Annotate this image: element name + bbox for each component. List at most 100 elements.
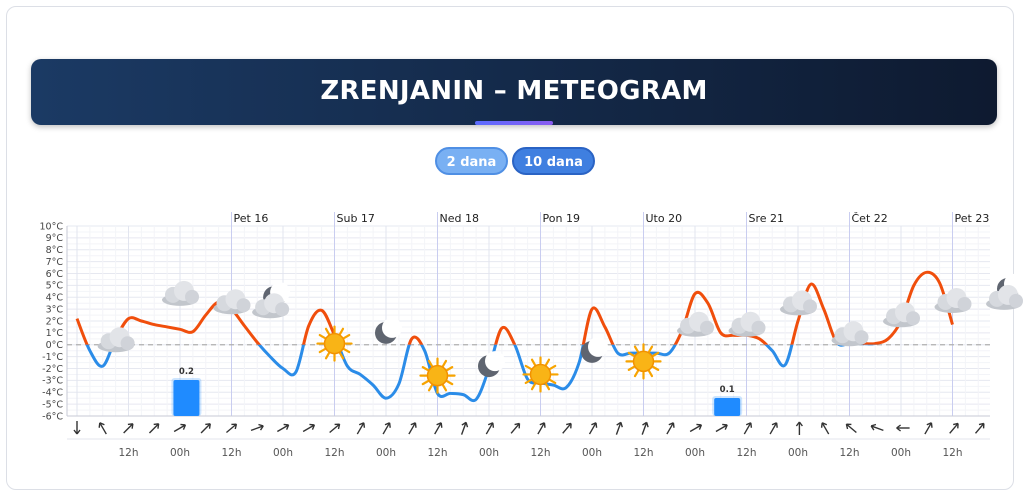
wind-arrow-icon [562, 422, 572, 434]
y-tick-label: -2°C [42, 364, 63, 375]
toggle-2-days-button[interactable]: 2 dana [435, 147, 508, 175]
y-tick-label: 2°C [46, 316, 64, 327]
toggle-10-days-button[interactable]: 10 dana [512, 147, 595, 175]
wind-arrow-icon [73, 421, 81, 435]
wind-arrow-icon [173, 423, 187, 433]
hour-label: 00h [273, 447, 293, 459]
wind-arrow-icon [715, 423, 728, 433]
wind-arrow-icon [974, 422, 985, 434]
cloud-icon [780, 290, 817, 316]
sun-icon [522, 356, 559, 393]
wind-arrow-icon [510, 422, 521, 434]
y-tick-label: 5°C [46, 281, 64, 292]
wind-arrow-icon [641, 421, 649, 435]
precipitation-bar [714, 398, 741, 416]
wind-arrow-icon [382, 422, 391, 435]
moon-cloud-icon [252, 282, 291, 319]
moon-cloud-icon [986, 273, 1024, 310]
cloud-icon [934, 288, 972, 313]
hour-label: 00h [685, 447, 705, 459]
y-tick-label: 8°C [46, 245, 64, 256]
y-tick-label: 7°C [46, 257, 64, 268]
wind-arrow-icon [250, 423, 264, 432]
day-label: Sub 17 [337, 212, 375, 225]
wind-arrow-icon [896, 424, 910, 432]
y-tick-label: 1°C [46, 328, 64, 339]
wind-arrow-icon [588, 422, 598, 435]
wind-arrow-icon [460, 421, 469, 435]
hour-label: 00h [582, 447, 602, 459]
sun-icon [316, 325, 353, 362]
page-title: ZRENJANIN – METEOGRAM [320, 76, 708, 106]
wind-arrow-icon [537, 422, 546, 435]
wind-arrow-icon [485, 422, 495, 435]
title-underline [475, 121, 553, 125]
y-tick-label: 0°C [46, 340, 64, 351]
wind-arrow-icon [615, 421, 623, 435]
y-tick-label: -1°C [42, 352, 63, 363]
precipitation-label: 0.2 [179, 367, 194, 377]
wind-arrow-icon [870, 423, 884, 432]
wind-arrow-icon [743, 422, 753, 435]
precipitation-bar [173, 380, 200, 416]
hour-label: 12h [839, 447, 859, 459]
hour-label: 00h [891, 447, 911, 459]
day-label: Uto 20 [646, 212, 683, 225]
hour-label: 00h [170, 447, 190, 459]
wind-arrow-icon [408, 422, 417, 435]
hour-label: 00h [479, 447, 499, 459]
hour-label: 12h [942, 447, 962, 459]
cloud-icon [97, 327, 135, 353]
wind-arrow-icon [329, 423, 341, 434]
cloud-icon [213, 289, 251, 315]
wind-arrow-icon [148, 423, 160, 434]
wind-arrow-icon [200, 423, 211, 434]
wind-arrow-icon [924, 422, 933, 435]
cloud-icon [677, 311, 714, 337]
wind-arrow-icon [949, 422, 959, 434]
title-banner: ZRENJANIN – METEOGRAM [31, 59, 997, 125]
day-label: Ned 18 [440, 212, 479, 225]
moon-icon [478, 351, 505, 378]
hour-label: 12h [530, 447, 550, 459]
y-tick-label: 3°C [46, 304, 64, 315]
wind-arrow-icon [845, 423, 857, 434]
hour-label: 12h [221, 447, 241, 459]
cloud-icon [162, 280, 199, 306]
wind-arrow-icon [820, 422, 830, 435]
sun-icon [625, 343, 662, 380]
moon-icon [581, 336, 608, 363]
wind-arrow-icon [795, 421, 803, 435]
y-tick-label: 10°C [40, 221, 64, 232]
hour-label: 00h [788, 447, 808, 459]
wind-arrow-icon [98, 422, 107, 435]
day-label: Sre 21 [749, 212, 785, 225]
wind-arrow-icon [123, 423, 134, 434]
wind-arrow-icon [302, 423, 316, 433]
moon-icon [375, 317, 402, 344]
y-tick-label: 4°C [46, 293, 64, 304]
hour-label: 12h [324, 447, 344, 459]
day-label: Pon 19 [543, 212, 580, 225]
cloud-icon [831, 321, 869, 347]
hour-label: 12h [633, 447, 653, 459]
day-label: Pet 16 [234, 212, 269, 225]
wind-arrow-icon [666, 422, 675, 435]
wind-arrow-icon [356, 422, 366, 435]
hour-label: 12h [118, 447, 138, 459]
day-label: Čet 22 [852, 212, 888, 225]
cloud-icon [728, 311, 766, 337]
hour-label: 12h [427, 447, 447, 459]
sun-icon [419, 357, 456, 394]
precipitation-label: 0.1 [720, 385, 735, 395]
wind-arrow-icon [276, 423, 290, 433]
wind-arrow-icon [689, 423, 703, 433]
y-tick-label: -5°C [42, 399, 63, 410]
y-tick-label: 6°C [46, 269, 64, 280]
hour-label: 00h [376, 447, 396, 459]
hour-label: 12h [736, 447, 756, 459]
wind-arrow-icon [769, 422, 778, 435]
y-tick-label: 9°C [46, 233, 64, 244]
y-tick-label: -6°C [42, 411, 63, 422]
